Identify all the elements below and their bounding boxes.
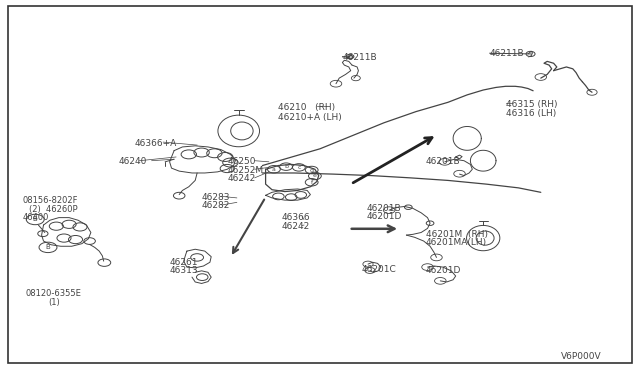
Text: d: d xyxy=(310,167,314,173)
Text: 46210   (RH): 46210 (RH) xyxy=(278,103,335,112)
Text: 46283: 46283 xyxy=(202,193,230,202)
Text: B: B xyxy=(33,217,38,222)
Text: b: b xyxy=(284,164,288,169)
Text: 46201D: 46201D xyxy=(367,212,402,221)
Text: 46252M: 46252M xyxy=(227,166,263,174)
Text: 46201B: 46201B xyxy=(426,157,460,166)
Text: 46211B: 46211B xyxy=(342,53,377,62)
Text: 46240: 46240 xyxy=(118,157,147,166)
Text: 46201D: 46201D xyxy=(426,266,461,275)
Text: V6P000V: V6P000V xyxy=(561,352,602,361)
Text: 46201MA(LH): 46201MA(LH) xyxy=(426,238,487,247)
Text: 46201B: 46201B xyxy=(367,204,401,213)
Text: (1): (1) xyxy=(48,298,60,307)
Text: 46210+A (LH): 46210+A (LH) xyxy=(278,113,342,122)
Text: 46315 (RH): 46315 (RH) xyxy=(506,100,557,109)
Text: 46366: 46366 xyxy=(282,213,310,222)
Text: 08120-6355E: 08120-6355E xyxy=(26,289,81,298)
Text: 08156-8202F: 08156-8202F xyxy=(22,196,78,205)
Text: 46242: 46242 xyxy=(282,222,310,231)
Text: 46313: 46313 xyxy=(170,266,198,275)
Text: e: e xyxy=(313,173,317,179)
Text: f: f xyxy=(310,180,313,185)
Text: 46400: 46400 xyxy=(22,213,49,222)
Text: 46282: 46282 xyxy=(202,201,230,210)
Text: 46366+A: 46366+A xyxy=(134,139,177,148)
Text: 46250: 46250 xyxy=(227,157,256,166)
Text: 46316 (LH): 46316 (LH) xyxy=(506,109,556,118)
Text: 46261: 46261 xyxy=(170,258,198,267)
Text: a: a xyxy=(272,167,276,172)
Text: 46211B: 46211B xyxy=(490,49,524,58)
Text: B: B xyxy=(45,244,51,250)
Text: 46242: 46242 xyxy=(227,174,255,183)
Text: 46201M  (RH): 46201M (RH) xyxy=(426,230,488,239)
Text: (2)  46260P: (2) 46260P xyxy=(29,205,77,214)
Text: 46201C: 46201C xyxy=(362,265,396,274)
Text: c: c xyxy=(297,165,301,170)
